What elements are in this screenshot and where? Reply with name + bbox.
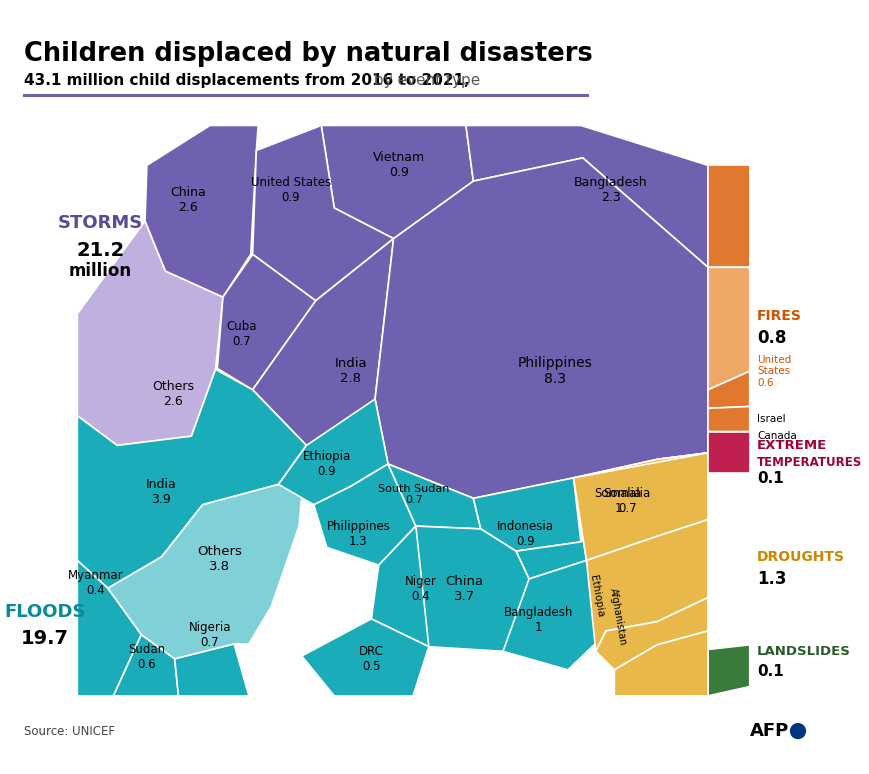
Polygon shape	[415, 526, 528, 652]
Polygon shape	[77, 221, 222, 445]
Text: LANDSLIDES: LANDSLIDES	[756, 645, 850, 658]
Polygon shape	[707, 166, 749, 267]
Text: 19.7: 19.7	[21, 628, 69, 648]
Text: AFP: AFP	[748, 722, 788, 740]
Text: 0.1: 0.1	[756, 471, 783, 486]
Text: Myanmar
0.4: Myanmar 0.4	[68, 569, 123, 597]
Polygon shape	[595, 598, 707, 670]
Text: Canada: Canada	[756, 431, 796, 441]
Text: 0.1: 0.1	[756, 664, 783, 680]
Polygon shape	[388, 464, 481, 529]
Text: Others
3.8: Others 3.8	[196, 545, 242, 573]
Text: Philippines
8.3: Philippines 8.3	[517, 356, 592, 386]
Polygon shape	[707, 406, 749, 432]
Text: DRC
0.5: DRC 0.5	[359, 645, 383, 673]
Text: FIRES: FIRES	[756, 309, 801, 323]
Text: 21.2: 21.2	[76, 241, 124, 260]
Polygon shape	[707, 645, 749, 696]
Text: Bangladesh
1: Bangladesh 1	[503, 606, 573, 634]
Polygon shape	[466, 560, 614, 670]
Text: Philippines
1.3: Philippines 1.3	[326, 519, 390, 547]
Text: Source: UNICEF: Source: UNICEF	[24, 724, 116, 738]
Polygon shape	[707, 432, 749, 473]
Text: EXTREME: EXTREME	[756, 439, 826, 452]
Text: FLOODS: FLOODS	[4, 604, 85, 622]
Text: Niger
0.4: Niger 0.4	[404, 575, 436, 603]
Text: Ethiopia
0.9: Ethiopia 0.9	[302, 450, 350, 478]
Polygon shape	[573, 453, 707, 560]
Polygon shape	[371, 526, 466, 647]
Polygon shape	[375, 158, 707, 498]
Polygon shape	[473, 478, 580, 551]
Text: India
3.9: India 3.9	[145, 478, 176, 505]
Polygon shape	[321, 125, 473, 238]
Polygon shape	[302, 619, 428, 696]
Polygon shape	[252, 238, 393, 464]
Text: Vietnam
0.9: Vietnam 0.9	[373, 152, 425, 180]
Text: million: million	[69, 262, 132, 280]
Text: 43.1 million child displacements from 2016 to 2021,: 43.1 million child displacements from 20…	[24, 74, 469, 88]
Text: India
2.8: India 2.8	[335, 358, 367, 385]
Polygon shape	[573, 453, 707, 560]
Text: China
3.7: China 3.7	[445, 575, 482, 603]
Polygon shape	[707, 372, 749, 409]
Text: Others
2.6: Others 2.6	[152, 380, 194, 409]
Polygon shape	[113, 635, 178, 696]
Text: Cuba
0.7: Cuba 0.7	[226, 320, 256, 348]
Text: STORMS: STORMS	[58, 214, 143, 232]
Text: South Sudan
0.7: South Sudan 0.7	[378, 484, 449, 505]
Polygon shape	[515, 453, 707, 579]
Text: DROUGHTS: DROUGHTS	[756, 550, 844, 563]
Polygon shape	[314, 464, 415, 565]
Polygon shape	[77, 560, 141, 696]
Polygon shape	[217, 255, 315, 390]
Text: Nigeria
0.7: Nigeria 0.7	[189, 621, 231, 649]
Circle shape	[790, 724, 805, 738]
Text: China
2.6: China 2.6	[169, 186, 205, 214]
Text: Ethiopia: Ethiopia	[587, 574, 605, 618]
Text: Somalia
0.7: Somalia 0.7	[603, 487, 650, 515]
Text: United
States
0.6: United States 0.6	[756, 354, 791, 388]
Polygon shape	[707, 267, 749, 390]
Polygon shape	[175, 644, 249, 696]
Polygon shape	[466, 125, 707, 267]
Text: 0.8: 0.8	[756, 329, 786, 347]
Polygon shape	[252, 125, 393, 301]
Text: Bangladesh
2.3: Bangladesh 2.3	[574, 176, 647, 204]
Text: 1.3: 1.3	[756, 570, 786, 588]
Text: United States
0.9: United States 0.9	[250, 176, 330, 204]
Polygon shape	[145, 125, 258, 297]
Polygon shape	[278, 399, 388, 505]
Polygon shape	[614, 631, 707, 696]
Polygon shape	[77, 369, 306, 588]
Text: Children displaced by natural disasters: Children displaced by natural disasters	[24, 41, 593, 67]
Text: Afghanistan: Afghanistan	[607, 587, 627, 646]
Text: Sudan
0.6: Sudan 0.6	[129, 643, 165, 671]
Text: Indonesia
0.9: Indonesia 0.9	[496, 519, 554, 547]
Text: Israel: Israel	[756, 414, 785, 424]
Text: Somalia
1: Somalia 1	[594, 487, 641, 515]
Text: TEMPERATURES: TEMPERATURES	[756, 456, 861, 468]
Text: by event type: by event type	[369, 74, 481, 88]
Polygon shape	[586, 519, 707, 652]
Polygon shape	[108, 445, 306, 659]
